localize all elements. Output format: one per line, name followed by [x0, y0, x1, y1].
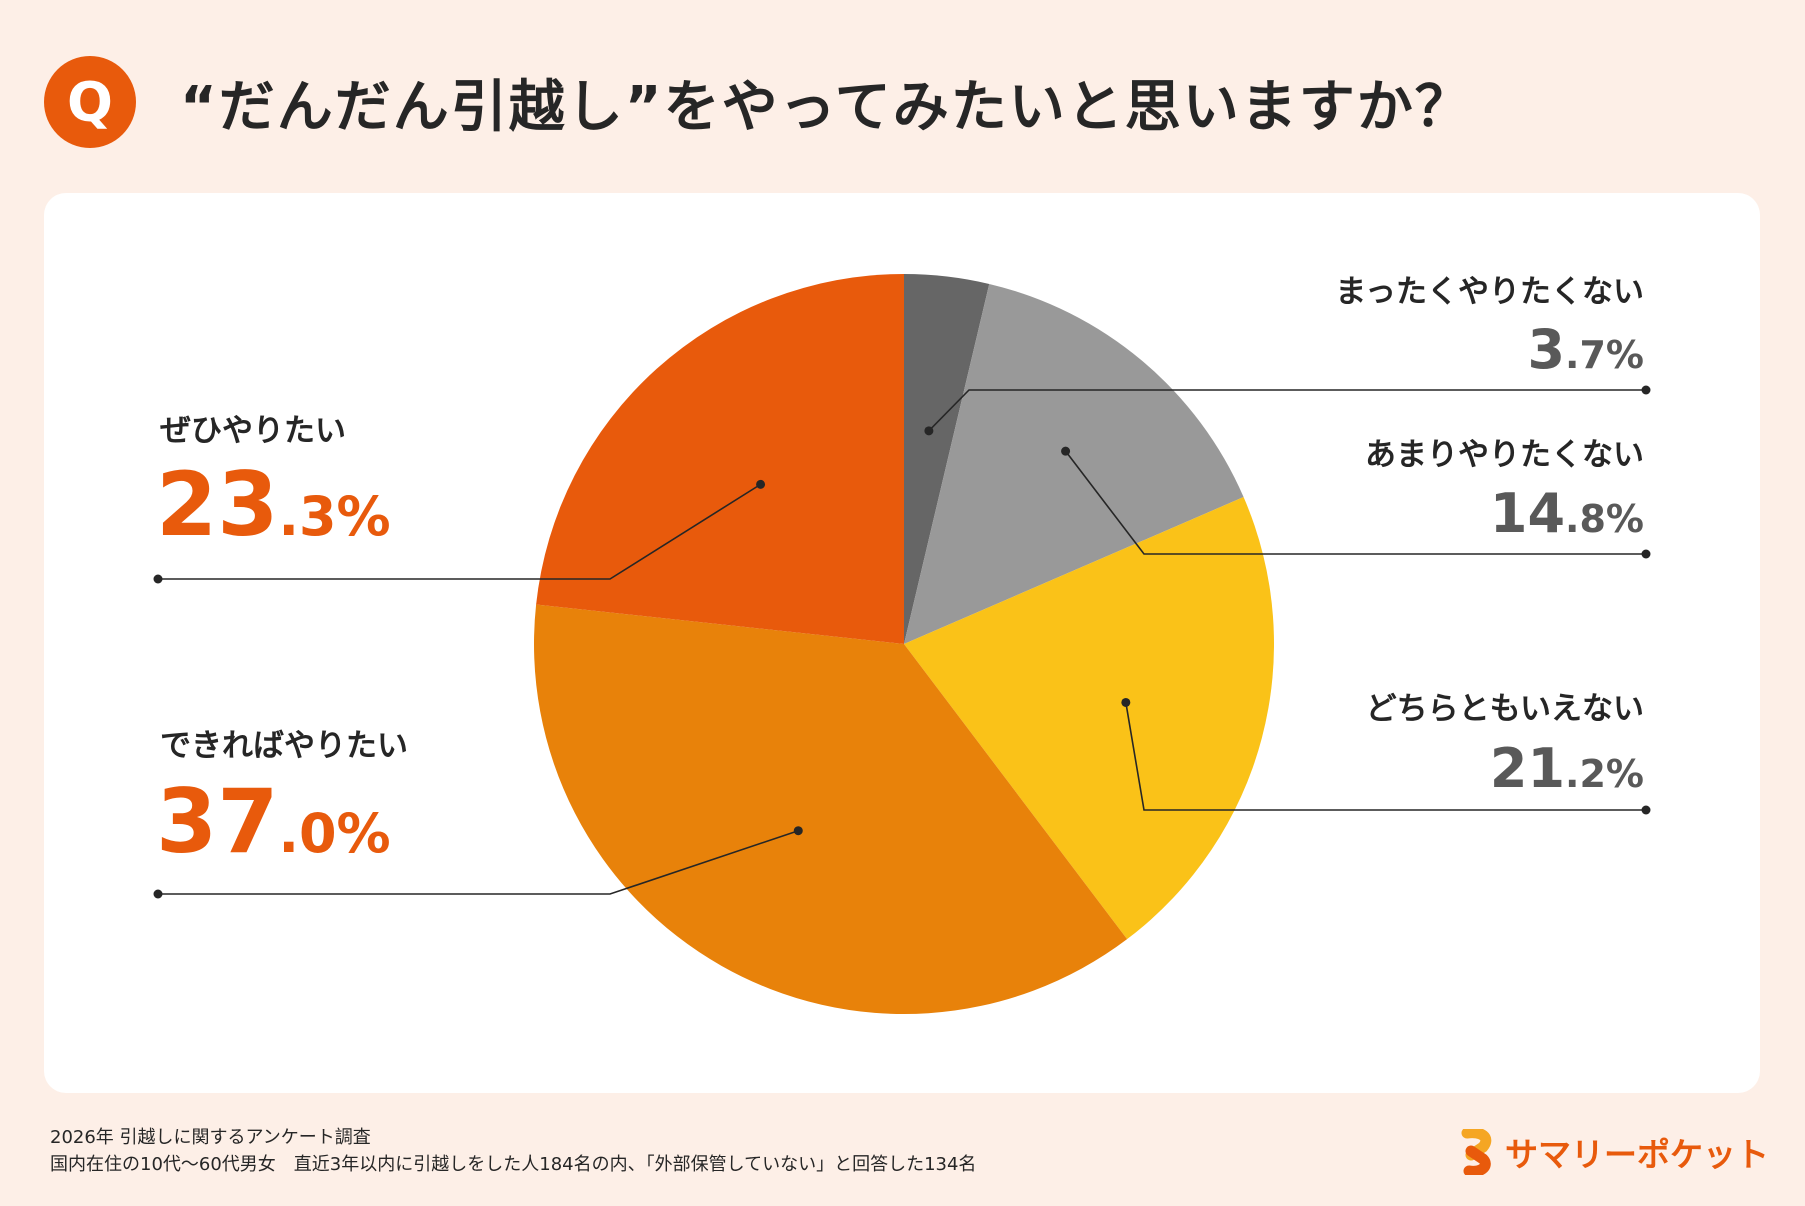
leader-dot-outer-amari	[1641, 549, 1651, 559]
leader-zehi	[153, 479, 766, 584]
label-dochira: どちらともいえない	[1365, 691, 1644, 727]
chart-card: ぜひやりたい 23.3% できればやりたい 37.0% まったくやりたくない 3…	[44, 193, 1760, 1093]
leader-dot-outer-dochira	[1641, 805, 1651, 815]
label-zehi: ぜひやりたい	[160, 413, 346, 449]
pct-dochira: 21.2%	[1490, 742, 1644, 796]
footer-note: 2026年 引越しに関するアンケート調査 国内在住の10代〜60代男女 直近3年…	[50, 1124, 976, 1178]
pie-slice-zehi	[536, 274, 904, 644]
pie-slice-amari	[904, 283, 1244, 644]
pct-dochira-dec: .2%	[1565, 752, 1644, 796]
leader-lines	[153, 385, 1651, 899]
page-title: “だんだん引越し”をやってみたいと思いますか？	[180, 74, 1473, 140]
leader-dot-inner-amari	[1061, 446, 1071, 456]
leader-dochira	[1121, 697, 1651, 815]
pct-zehi-dec: .3%	[278, 485, 391, 548]
leader-dot-inner-dekireba	[793, 826, 803, 836]
pct-amari-dec: .8%	[1565, 497, 1644, 541]
pie-chart	[153, 274, 1651, 1015]
pie-slice-dochira	[904, 497, 1274, 940]
leader-line-zehi	[158, 483, 761, 580]
leader-dot-inner-dochira	[1121, 697, 1131, 707]
pct-mattaku-dec: .7%	[1565, 333, 1644, 377]
leader-mattaku	[924, 385, 1651, 436]
leader-dot-outer-mattaku	[1641, 385, 1651, 395]
label-dekireba: できればやりたい	[160, 728, 408, 764]
pct-dekireba: 37.0%	[156, 778, 391, 866]
pct-dochira-int: 21	[1489, 737, 1566, 800]
leader-line-mattaku	[928, 389, 1646, 432]
leader-dot-outer-dekireba	[153, 889, 163, 899]
footer-line-1: 2026年 引越しに関するアンケート調査	[50, 1127, 371, 1148]
pct-mattaku: 3.7%	[1527, 323, 1644, 377]
leader-dekireba	[153, 826, 803, 899]
leader-line-amari	[1064, 450, 1646, 555]
leader-amari	[1061, 446, 1651, 559]
brand-name: サマリーポケット	[1505, 1135, 1769, 1174]
leader-line-dochira	[1125, 702, 1646, 811]
footer-line-2: 国内在住の10代〜60代男女 直近3年以内に引越しをした人184名の内、「外部保…	[50, 1154, 977, 1175]
leader-dot-inner-zehi	[756, 479, 766, 489]
leader-line-dekireba	[158, 829, 799, 895]
pie-slices	[534, 274, 1274, 1015]
leader-dot-inner-mattaku	[924, 426, 934, 436]
brand: サマリーポケット	[1453, 1128, 1769, 1176]
leader-dot-outer-zehi	[153, 574, 163, 584]
pie-slice-dekireba	[534, 604, 1128, 1015]
label-mattaku: まったくやりたくない	[1335, 274, 1644, 310]
pie-slice-mattaku	[904, 274, 990, 644]
pct-zehi-int: 23	[156, 453, 279, 556]
header: Q “だんだん引越し”をやってみたいと思いますか？	[44, 56, 1473, 148]
pct-dekireba-int: 37	[156, 770, 279, 873]
pct-zehi: 23.3%	[156, 461, 391, 549]
brand-logo-icon	[1461, 1129, 1492, 1175]
pct-mattaku-int: 3	[1527, 318, 1566, 381]
pct-amari: 14.8%	[1490, 487, 1644, 541]
pct-amari-int: 14	[1489, 482, 1566, 545]
q-badge: Q	[44, 56, 136, 148]
pct-dekireba-dec: .0%	[278, 802, 391, 865]
label-amari: あまりやりたくない	[1365, 437, 1644, 473]
